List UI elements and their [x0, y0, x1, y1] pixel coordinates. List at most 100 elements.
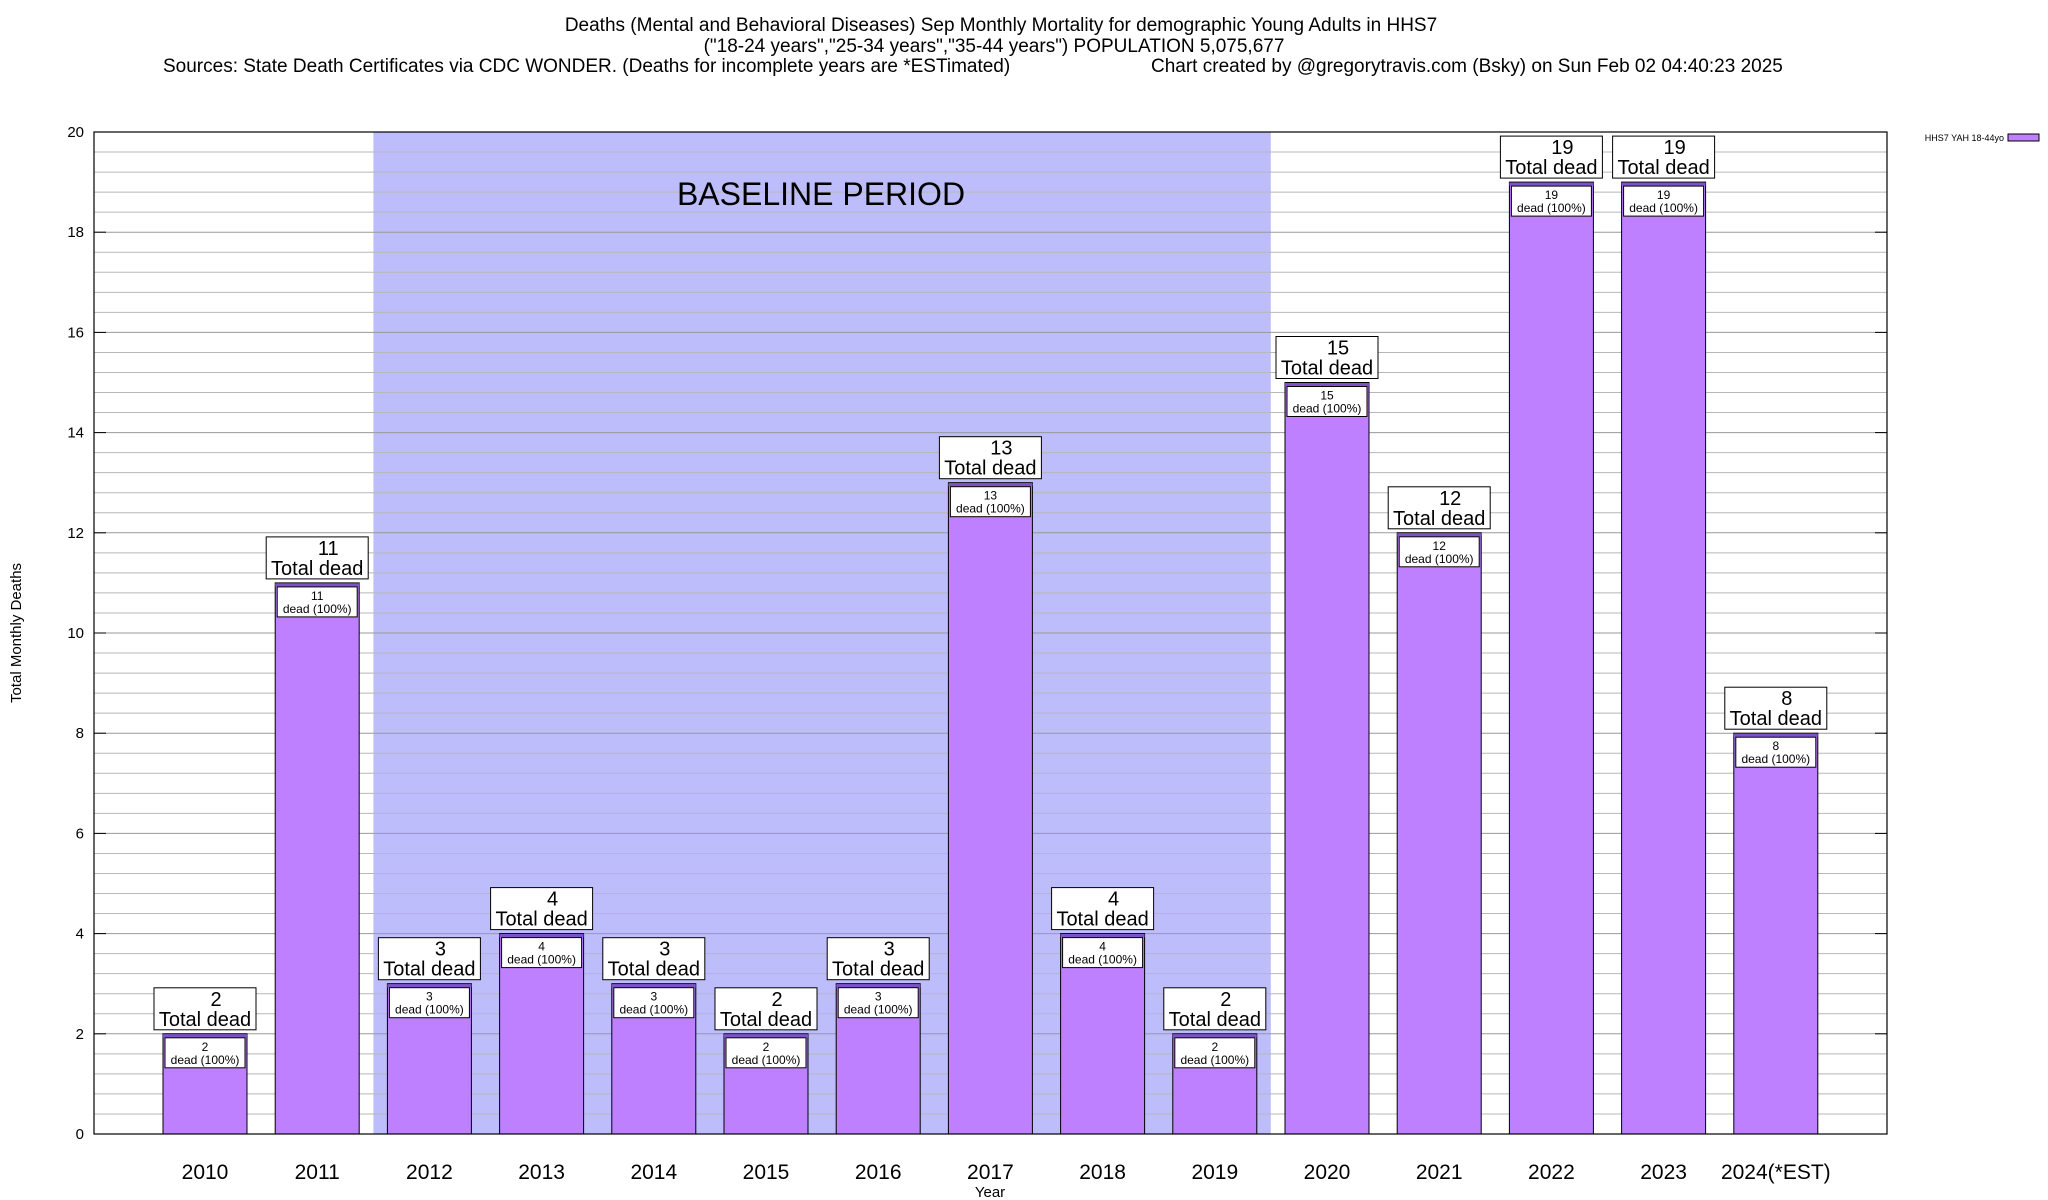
total-value-label: 4	[1108, 889, 1119, 911]
inner-percent-label: dead (100%)	[507, 953, 576, 967]
total-value-label: 13	[990, 438, 1012, 460]
x-tick-label: 2019	[1191, 1161, 1238, 1184]
y-tick-label: 18	[67, 224, 84, 241]
total-dead-label: Total dead	[495, 909, 587, 931]
inner-label-box	[613, 987, 695, 1019]
inner-value-label: 13	[984, 489, 998, 503]
total-value-label: 19	[1551, 137, 1573, 159]
total-dead-label: Total dead	[1393, 508, 1485, 530]
inner-label-box	[1286, 386, 1368, 417]
x-tick-label: 2012	[406, 1161, 453, 1184]
total-dead-label: Total dead	[1169, 1009, 1261, 1031]
total-value-label: 12	[1439, 488, 1461, 510]
x-tick-label: 2024(*EST)	[1721, 1161, 1831, 1184]
total-value-label: 4	[547, 889, 558, 911]
x-tick-label: 2014	[630, 1161, 677, 1184]
inner-label-box	[837, 987, 919, 1019]
inner-label-box	[388, 987, 470, 1019]
bar	[947, 482, 1033, 1135]
total-label-box	[826, 937, 930, 981]
total-value-label: 3	[435, 939, 446, 961]
inner-percent-label: dead (100%)	[171, 1053, 240, 1067]
chart-credit: Chart created by @gregorytravis.com (Bsk…	[1151, 56, 1783, 77]
x-tick-label: 2018	[1079, 1161, 1126, 1184]
inner-percent-label: dead (100%)	[619, 1003, 688, 1017]
bar	[1508, 181, 1594, 1135]
x-tick-label: 2021	[1416, 1161, 1463, 1184]
total-dead-label: Total dead	[271, 558, 363, 580]
total-value-label: 2	[771, 989, 782, 1011]
total-dead-label: Total dead	[383, 959, 475, 981]
total-value-label: 3	[884, 939, 895, 961]
inner-value-label: 3	[426, 990, 433, 1004]
total-dead-label: Total dead	[1505, 157, 1597, 179]
inner-percent-label: dead (100%)	[1068, 953, 1137, 967]
total-value-label: 3	[659, 939, 670, 961]
total-label-box	[1275, 336, 1379, 379]
y-tick-label: 6	[76, 825, 84, 842]
total-dead-label: Total dead	[944, 458, 1036, 480]
inner-label-box	[276, 586, 358, 618]
chart-sources: Sources: State Death Certificates via CD…	[163, 56, 1010, 77]
inner-percent-label: dead (100%)	[956, 502, 1025, 516]
x-tick-label: 2017	[967, 1161, 1014, 1184]
inner-percent-label: dead (100%)	[1629, 201, 1698, 215]
inner-percent-label: dead (100%)	[1517, 201, 1586, 215]
bar	[274, 582, 360, 1135]
inner-percent-label: dead (100%)	[395, 1003, 464, 1017]
y-tick-label: 14	[67, 425, 84, 442]
total-dead-label: Total dead	[159, 1009, 251, 1031]
inner-value-label: 4	[538, 940, 545, 954]
y-tick-label: 12	[67, 525, 84, 542]
inner-value-label: 11	[311, 589, 324, 603]
total-dead-label: Total dead	[1056, 909, 1148, 931]
x-tick-label: 2011	[295, 1161, 340, 1184]
inner-label-box	[725, 1037, 807, 1069]
y-axis-label: Total Monthly Deaths	[8, 563, 25, 703]
inner-value-label: 19	[1657, 188, 1671, 202]
inner-value-label: 3	[650, 990, 657, 1004]
y-tick-label: 4	[76, 926, 84, 943]
total-dead-label: Total dead	[832, 959, 924, 981]
inner-value-label: 15	[1320, 389, 1334, 403]
chart-subtitle: ("18-24 years","25-34 years","35-44 year…	[704, 36, 1285, 57]
x-tick-label: 2020	[1304, 1161, 1351, 1184]
inner-label-box	[949, 486, 1031, 518]
legend: HHS7 YAH 18-44yo	[1925, 133, 2040, 143]
bar	[1733, 732, 1819, 1135]
total-label-box	[1051, 887, 1155, 931]
x-tick-label: 2022	[1528, 1161, 1575, 1184]
total-label-box	[1387, 486, 1491, 530]
legend-label: HHS7 YAH 18-44yo	[1925, 133, 2004, 143]
bar	[1284, 382, 1370, 1135]
total-label-box	[265, 536, 369, 580]
inner-value-label: 8	[1772, 739, 1779, 753]
inner-percent-label: dead (100%)	[1293, 402, 1362, 416]
total-value-label: 11	[318, 538, 339, 560]
inner-value-label: 2	[202, 1040, 209, 1054]
total-value-label: 19	[1663, 137, 1685, 159]
total-label-box	[377, 937, 481, 981]
y-tick-label: 8	[76, 725, 84, 742]
x-tick-label: 2015	[743, 1161, 790, 1184]
total-label-box	[1499, 135, 1603, 179]
x-tick-label: 2023	[1640, 1161, 1687, 1184]
x-axis-label: Year	[975, 1184, 1005, 1200]
inner-label-box	[501, 937, 583, 969]
inner-percent-label: dead (100%)	[1741, 752, 1810, 766]
inner-label-box	[164, 1037, 246, 1069]
inner-value-label: 2	[1211, 1040, 1218, 1054]
inner-percent-label: dead (100%)	[1180, 1053, 1249, 1067]
total-value-label: 8	[1781, 688, 1792, 710]
inner-label-box	[1174, 1037, 1256, 1069]
bar	[1396, 532, 1482, 1135]
y-tick-label: 0	[76, 1126, 84, 1143]
inner-percent-label: dead (100%)	[283, 602, 352, 616]
x-tick-label: 2013	[518, 1161, 565, 1184]
total-dead-label: Total dead	[1730, 708, 1822, 730]
x-tick-label: 2010	[182, 1161, 229, 1184]
total-label-box	[602, 937, 706, 981]
inner-label-box	[1062, 937, 1144, 969]
total-value-label: 2	[210, 989, 221, 1011]
